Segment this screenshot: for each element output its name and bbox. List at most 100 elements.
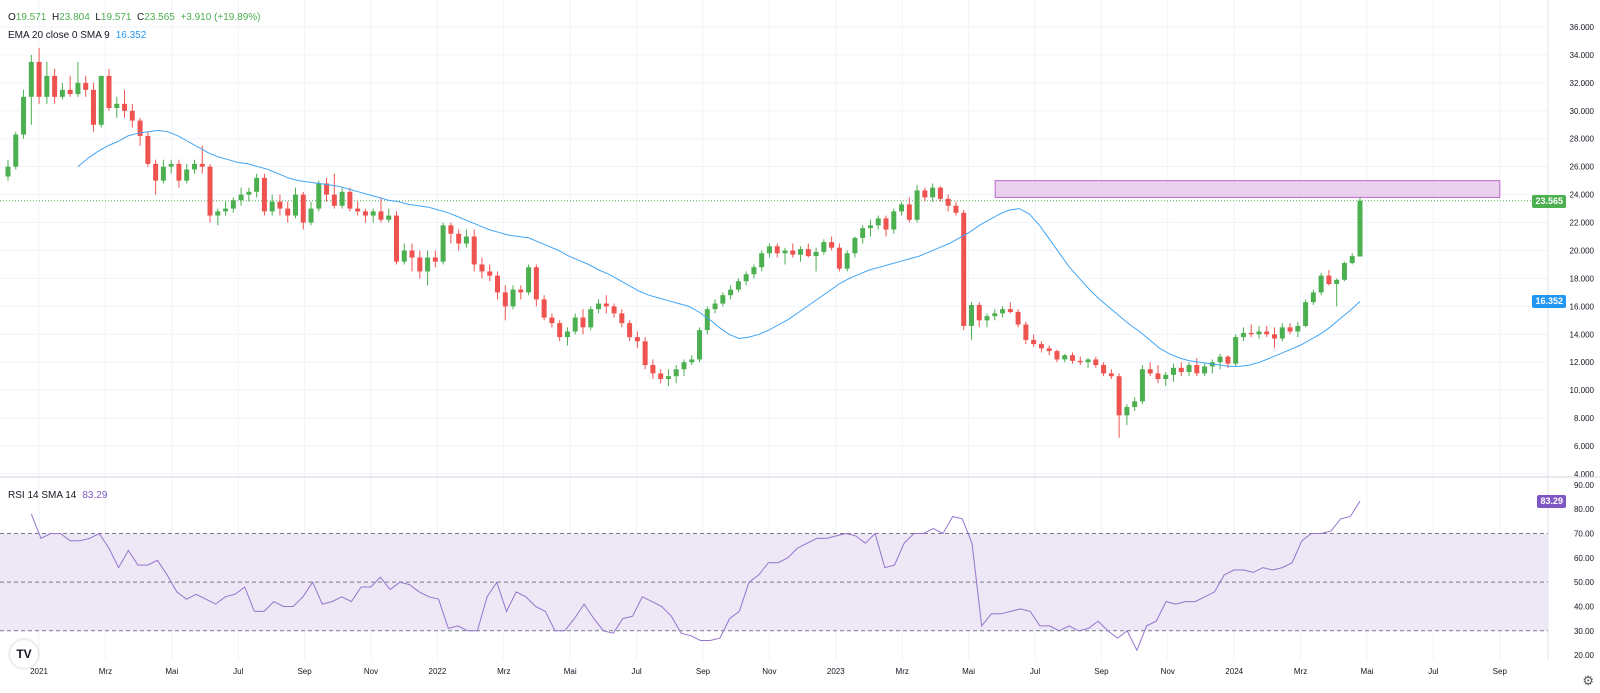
gear-icon[interactable]: ⚙ [1582,673,1594,688]
candle-body [1093,359,1099,366]
candle-body [1077,360,1083,363]
candle-body [650,365,656,374]
candle-body [642,341,648,366]
candle-body [176,163,182,181]
tradingview-logo[interactable]: TV [10,640,38,668]
open-value: 19.571 [15,12,47,23]
candle-body [1015,311,1021,325]
candle-body [766,246,772,254]
candle-body [238,194,244,201]
time-tick-label: Jul [233,667,243,676]
candle-body [1194,365,1200,374]
candle-body [1349,256,1355,264]
candle-body [992,313,998,317]
rsi-tick-label: 90.00 [1574,481,1595,490]
candle-body [922,190,928,198]
candle-body [836,247,842,269]
ema-legend[interactable]: EMA 20 close 0 SMA 9 16.352 [8,30,146,41]
candle-body [362,211,368,216]
candle-body [759,253,765,268]
time-tick-label: 2022 [429,667,447,676]
price-tick-label: 4.000 [1574,470,1595,479]
candle-body [432,257,438,262]
candle-body [137,120,143,136]
candle-body [1062,355,1068,360]
price-tick-label: 28.000 [1570,135,1595,144]
candle-body [611,306,617,314]
candle-body [860,228,866,238]
candle-body [1248,332,1254,335]
candle-body [829,242,835,248]
candle-body [580,317,586,328]
candle-body [968,304,974,326]
ohlc-readout: O19.571 H23.804 L19.571 C23.565 +3.910 (… [8,12,261,23]
candle-body [409,250,415,258]
candle-body [1341,263,1347,280]
time-tick-label: Mrz [1294,667,1307,676]
open-label: O [8,12,16,23]
candle-body [277,201,283,209]
candle-body [1038,344,1044,349]
time-tick-label: Jul [1030,667,1040,676]
price-tick-label: 20.000 [1570,246,1595,255]
candle-body [1272,334,1278,339]
candle-body [300,194,306,223]
candle-body [378,211,384,220]
candle-body [619,313,625,324]
candle-body [153,163,159,181]
candle-body [223,208,229,212]
candle-body [914,190,920,220]
time-tick-label: Mai [1361,667,1374,676]
candle-body [1124,406,1130,416]
candle-body [634,337,640,342]
candle-body [588,309,594,328]
candle-body [1240,332,1246,338]
candle-body [774,246,780,254]
candle-body [1303,302,1309,326]
candle-body [596,303,602,310]
candle-body [627,323,633,338]
candle-body [487,271,493,276]
rsi-tick-label: 40.00 [1574,602,1595,611]
time-tick-label: Sep [1493,667,1508,676]
price-tick-label: 18.000 [1570,274,1595,283]
candle-body [207,166,213,216]
time-tick-label: Jul [631,667,641,676]
high-label: H [51,12,60,23]
candle-body [1202,366,1208,374]
candle-body [798,249,804,255]
time-tick-label: Mai [962,667,975,676]
candle-body [953,205,959,213]
candle-body [875,218,881,226]
candle-body [160,166,166,181]
candle-body [456,233,462,244]
candle-body [1054,351,1060,360]
time-tick-label: 2024 [1225,667,1243,676]
price-tick-label: 22.000 [1570,219,1595,228]
candle-body [261,177,267,212]
candle-body [930,187,936,198]
candle-body [704,309,710,331]
candle-body [1233,337,1239,364]
candle-body [90,89,96,125]
rsi-legend[interactable]: RSI 14 SMA 14 83.29 [8,490,107,501]
candle-body [665,376,671,380]
candle-body [735,281,741,290]
price-tick-label: 6.000 [1574,442,1595,451]
candle-body [751,267,757,275]
price-tick-label: 30.000 [1570,107,1595,116]
candle-body [961,212,967,326]
rsi-tick-label: 20.00 [1574,651,1595,660]
candle-body [106,75,112,109]
candle-body [5,166,11,177]
candle-body [370,211,376,216]
candle-body [292,194,298,216]
candle-body [557,323,563,338]
price-tick-label: 26.000 [1570,163,1595,172]
candle-body [821,242,827,252]
time-tick-label: Mai [165,667,178,676]
candle-body [479,264,485,272]
candle-body [502,292,508,307]
candle-body [21,96,27,135]
